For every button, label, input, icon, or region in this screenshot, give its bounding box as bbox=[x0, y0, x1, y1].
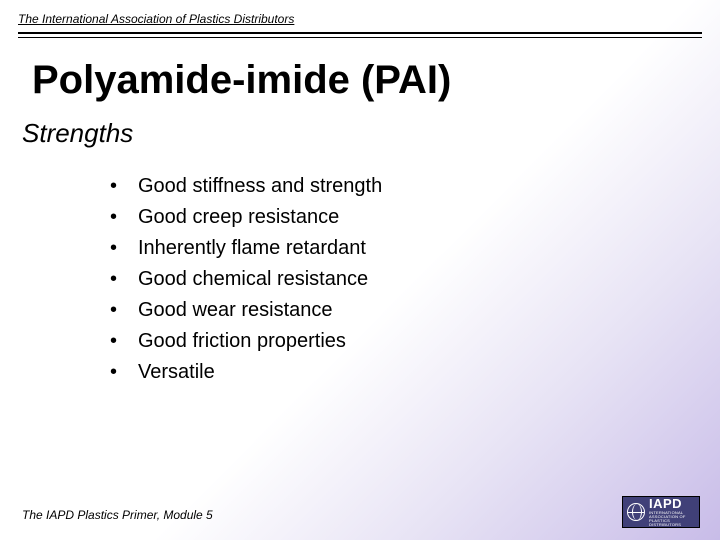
list-item: • Good creep resistance bbox=[110, 206, 382, 229]
bullet-text: Good wear resistance bbox=[138, 299, 333, 322]
logo-text-block: IAPD INTERNATIONAL ASSOCIATION OF PLASTI… bbox=[649, 497, 695, 527]
list-item: • Good chemical resistance bbox=[110, 268, 382, 291]
bullet-icon: • bbox=[110, 299, 138, 322]
list-item: • Inherently flame retardant bbox=[110, 237, 382, 260]
logo-fullname: INTERNATIONAL ASSOCIATION OF PLASTICS DI… bbox=[649, 511, 695, 527]
bullet-text: Good chemical resistance bbox=[138, 268, 368, 291]
slide-title: Polyamide-imide (PAI) bbox=[32, 58, 451, 103]
bullet-text: Good stiffness and strength bbox=[138, 175, 382, 198]
footer-text: The IAPD Plastics Primer, Module 5 bbox=[22, 508, 213, 522]
list-item: • Good wear resistance bbox=[110, 299, 382, 322]
iapd-logo: IAPD INTERNATIONAL ASSOCIATION OF PLASTI… bbox=[622, 496, 700, 528]
bullet-text: Versatile bbox=[138, 361, 215, 384]
header-organization: The International Association of Plastic… bbox=[18, 12, 294, 26]
list-item: • Versatile bbox=[110, 361, 382, 384]
bullet-icon: • bbox=[110, 361, 138, 384]
bullet-icon: • bbox=[110, 330, 138, 353]
slide-subtitle: Strengths bbox=[22, 118, 133, 149]
list-item: • Good friction properties bbox=[110, 330, 382, 353]
bullet-text: Inherently flame retardant bbox=[138, 237, 366, 260]
bullet-icon: • bbox=[110, 206, 138, 229]
bullet-icon: • bbox=[110, 237, 138, 260]
header-divider bbox=[18, 32, 702, 38]
bullet-text: Good creep resistance bbox=[138, 206, 339, 229]
bullet-list: • Good stiffness and strength • Good cre… bbox=[110, 175, 382, 392]
bullet-text: Good friction properties bbox=[138, 330, 346, 353]
bullet-icon: • bbox=[110, 268, 138, 291]
list-item: • Good stiffness and strength bbox=[110, 175, 382, 198]
globe-icon bbox=[627, 503, 645, 521]
bullet-icon: • bbox=[110, 175, 138, 198]
logo-acronym: IAPD bbox=[649, 497, 695, 510]
